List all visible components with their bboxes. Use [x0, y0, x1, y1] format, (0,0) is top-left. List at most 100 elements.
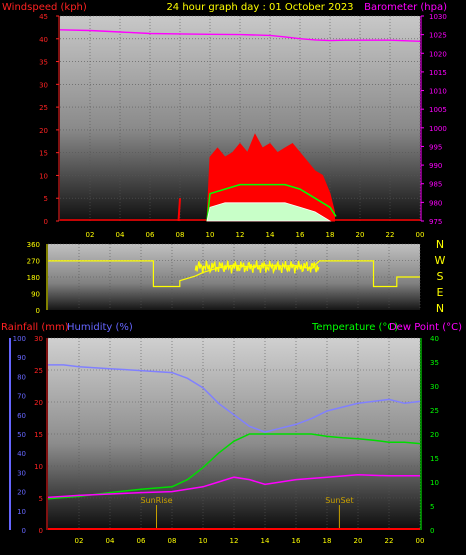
time-tick: 22: [386, 231, 395, 239]
temperature-tick: 15: [430, 455, 439, 463]
time-tick: 04: [106, 537, 115, 545]
barometer-tick: 1000: [429, 125, 447, 133]
direction-tick: 90: [31, 291, 40, 299]
windspeed-tick: 5: [44, 195, 48, 203]
barometer-line: [59, 29, 421, 42]
temperature-tick: 5: [430, 503, 434, 511]
temperature-tick: 0: [430, 527, 434, 535]
windspeed-axis-label: Windspeed (kph): [2, 2, 87, 13]
windspeed-tick: 20: [39, 127, 48, 135]
time-tick: 18: [326, 231, 335, 239]
direction-tick: 180: [27, 274, 40, 282]
humidity-tick: 100: [13, 335, 26, 343]
time-tick: 06: [146, 231, 155, 239]
barometer-tick: 1020: [429, 50, 447, 58]
time-tick: 04: [116, 231, 125, 239]
barometer-tick: 1015: [429, 69, 447, 77]
windspeed-tick: 10: [39, 172, 48, 180]
direction-tick: 360: [27, 241, 40, 249]
humidity-tick: 30: [17, 469, 26, 477]
humidity-tick: 0: [22, 527, 26, 535]
rainfall-tick: 30: [34, 335, 43, 343]
direction-tick: 270: [27, 258, 40, 266]
humidity-tick: 50: [17, 431, 26, 439]
time-tick: 10: [206, 231, 215, 239]
time-tick: 06: [137, 537, 146, 545]
humidity-tick: 60: [17, 412, 26, 420]
humidity-tick: 80: [17, 373, 26, 381]
time-tick: 02: [86, 231, 95, 239]
humidity-tick: 10: [17, 508, 26, 516]
time-tick: 12: [236, 231, 245, 239]
windspeed-tick: 45: [39, 13, 48, 21]
rainfall-tick: 10: [34, 463, 43, 471]
wind-gust-area: [206, 133, 335, 222]
time-tick: 14: [266, 231, 275, 239]
humidity-tick: 40: [17, 450, 26, 458]
time-tick: 20: [356, 231, 365, 239]
wind-direction-variable: [194, 259, 320, 275]
time-tick: 20: [354, 537, 363, 545]
compass-tick: N: [436, 302, 444, 315]
temperature-line: [47, 433, 421, 500]
windspeed-tick: 40: [39, 36, 48, 44]
windspeed-tick: 35: [39, 59, 48, 67]
humidity-line: [48, 364, 421, 433]
windspeed-tick: 15: [39, 150, 48, 158]
windspeed-tick: 25: [39, 104, 48, 112]
time-tick: 18: [323, 537, 332, 545]
compass-tick: E: [437, 286, 444, 299]
windspeed-tick: 30: [39, 81, 48, 89]
windspeed-tick: 0: [44, 218, 48, 226]
humidity-axis-label: Humidity (%): [67, 322, 133, 333]
compass-tick: S: [437, 270, 444, 283]
barometer-tick: 985: [429, 181, 442, 189]
rainfall-tick: 5: [39, 495, 43, 503]
time-tick: 00: [416, 231, 425, 239]
temperature-tick: 40: [430, 335, 439, 343]
chart-title: 24 hour graph day : 01 October 2023: [166, 2, 353, 13]
rainfall-axis-label: Rainfall (mm): [1, 322, 69, 333]
direction-tick: 0: [36, 307, 40, 315]
temperature-tick: 25: [430, 407, 439, 415]
time-tick: 00: [416, 537, 425, 545]
barometer-tick: 1030: [429, 13, 447, 21]
time-tick: 22: [385, 537, 394, 545]
temperature-tick: 10: [430, 479, 439, 487]
humidity-tick: 20: [17, 489, 26, 497]
rainfall-tick: 0: [39, 527, 43, 535]
barometer-tick: 975: [429, 218, 442, 226]
humidity-tick: 90: [17, 354, 26, 362]
time-tick: 10: [199, 537, 208, 545]
time-tick: 14: [261, 537, 270, 545]
dewpoint-axis-label: Dew Point (°C): [389, 322, 462, 333]
compass-tick: W: [435, 254, 446, 267]
time-tick: 02: [75, 537, 84, 545]
temperature-tick: 20: [430, 431, 439, 439]
time-tick: 16: [292, 537, 301, 545]
compass-tick: N: [436, 238, 444, 251]
barometer-tick: 990: [429, 162, 442, 170]
time-tick: 08: [168, 537, 177, 545]
humidity-tick: 70: [17, 393, 26, 401]
temperature-axis-label: Temperature (°C): [311, 322, 398, 333]
barometer-tick: 1005: [429, 106, 447, 114]
temperature-tick: 30: [430, 383, 439, 391]
barometer-tick: 1025: [429, 32, 447, 40]
rainfall-tick: 15: [34, 431, 43, 439]
barometer-tick: 1010: [429, 88, 447, 96]
wind-gust-spike: [177, 198, 181, 222]
time-tick: 12: [230, 537, 239, 545]
rainfall-tick: 20: [34, 399, 43, 407]
temperature-tick: 35: [430, 359, 439, 367]
sunset-label: SunSet: [325, 496, 353, 505]
wind-speed-area: [206, 202, 332, 222]
temp-humidity-chart: 0 10 20 30 40 50 60 70 80 90 100 0 5 10 15 20 25 30 0 5 10…: [9, 335, 439, 545]
wind-average-line: [206, 183, 337, 222]
barometer-axis-label: Barometer (hpa): [364, 2, 447, 13]
barometer-tick: 980: [429, 199, 442, 207]
barometer-tick: 995: [429, 143, 442, 151]
